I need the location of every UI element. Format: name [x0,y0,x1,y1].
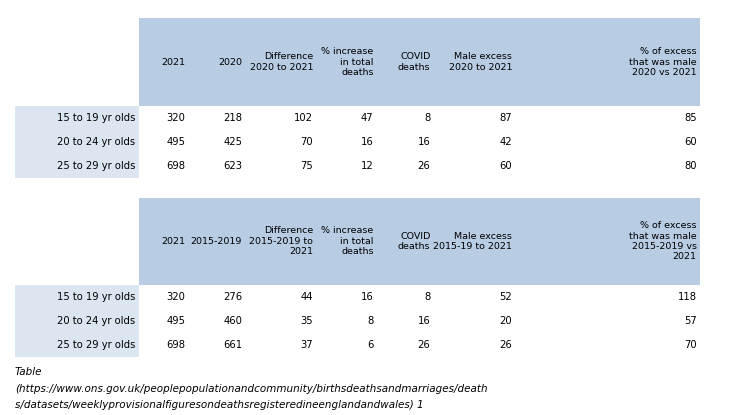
Text: % of excess
that was male
2015-2019 vs
2021: % of excess that was male 2015-2019 vs 2… [629,221,697,261]
Text: 87: 87 [500,113,512,123]
Text: Table: Table [15,367,42,377]
Text: 44: 44 [300,292,313,302]
Text: 25 to 29 yr olds: 25 to 29 yr olds [57,161,135,171]
Text: 661: 661 [223,340,242,350]
Text: 218: 218 [223,113,242,123]
Text: 16: 16 [417,316,431,326]
Text: 37: 37 [300,340,313,350]
Text: 2020: 2020 [218,58,242,66]
Text: 8: 8 [424,113,431,123]
Text: 16: 16 [361,292,374,302]
Text: 25 to 29 yr olds: 25 to 29 yr olds [57,340,135,350]
Text: 20 to 24 yr olds: 20 to 24 yr olds [58,316,135,326]
Bar [15,130,139,154]
Text: 16: 16 [361,137,374,147]
Text: 70: 70 [684,340,697,350]
Text: 85: 85 [684,113,697,123]
Text: % increase
in total
deaths: % increase in total deaths [321,47,374,77]
Text: 698: 698 [166,340,185,350]
Text: Male excess
2020 to 2021: Male excess 2020 to 2021 [448,52,512,72]
Text: 8: 8 [424,292,431,302]
Text: 2021: 2021 [161,237,185,246]
Text: 2021: 2021 [161,58,185,66]
Text: 276: 276 [223,292,242,302]
Bar [15,106,139,130]
Bar [15,154,139,178]
Text: COVID
deaths: COVID deaths [398,232,431,251]
Text: 42: 42 [500,137,512,147]
Bar [139,18,700,106]
Text: 495: 495 [166,316,185,326]
Text: 57: 57 [684,316,697,326]
Bar [15,309,139,333]
Bar [139,198,700,285]
Text: 495: 495 [166,137,185,147]
Text: 102: 102 [295,113,313,123]
Text: 26: 26 [500,340,512,350]
Text: 425: 425 [223,137,242,147]
Text: Difference
2015-2019 to
2021: Difference 2015-2019 to 2021 [249,227,313,256]
Text: 8: 8 [367,316,374,326]
Text: (https://www.ons.gov.uk/peoplepopulationandcommunity/birthsdeathsandmarriages/de: (https://www.ons.gov.uk/peoplepopulation… [15,383,488,393]
Text: 16: 16 [417,137,431,147]
Text: s/datasets/weeklyprovisionalfiguresondeathsregisteredineenglandandwales) 1: s/datasets/weeklyprovisionalfiguresondea… [15,400,423,410]
Text: COVID
deaths: COVID deaths [398,52,431,72]
Text: 20: 20 [500,316,512,326]
Text: 47: 47 [361,113,374,123]
Text: 118: 118 [678,292,697,302]
Text: 698: 698 [166,161,185,171]
Text: 12: 12 [361,161,374,171]
Text: 35: 35 [300,316,313,326]
Text: 26: 26 [417,161,431,171]
Text: 26: 26 [417,340,431,350]
Text: 80: 80 [684,161,697,171]
Bar [15,285,139,309]
Text: % increase
in total
deaths: % increase in total deaths [321,227,374,256]
Text: 60: 60 [500,161,512,171]
Text: 70: 70 [300,137,313,147]
Text: 320: 320 [166,113,185,123]
Text: 75: 75 [300,161,313,171]
Text: Male excess
2015-19 to 2021: Male excess 2015-19 to 2021 [433,232,512,251]
Text: Difference
2020 to 2021: Difference 2020 to 2021 [249,52,313,72]
Text: 15 to 19 yr olds: 15 to 19 yr olds [57,113,135,123]
Text: 52: 52 [500,292,512,302]
Text: 460: 460 [223,316,242,326]
Text: 6: 6 [367,340,374,350]
Text: % of excess
that was male
2020 vs 2021: % of excess that was male 2020 vs 2021 [629,47,697,77]
Text: 60: 60 [684,137,697,147]
Text: 15 to 19 yr olds: 15 to 19 yr olds [57,292,135,302]
Text: 20 to 24 yr olds: 20 to 24 yr olds [58,137,135,147]
Bar [15,333,139,357]
Text: 2015-2019: 2015-2019 [191,237,242,246]
Text: 623: 623 [223,161,242,171]
Text: 320: 320 [166,292,185,302]
